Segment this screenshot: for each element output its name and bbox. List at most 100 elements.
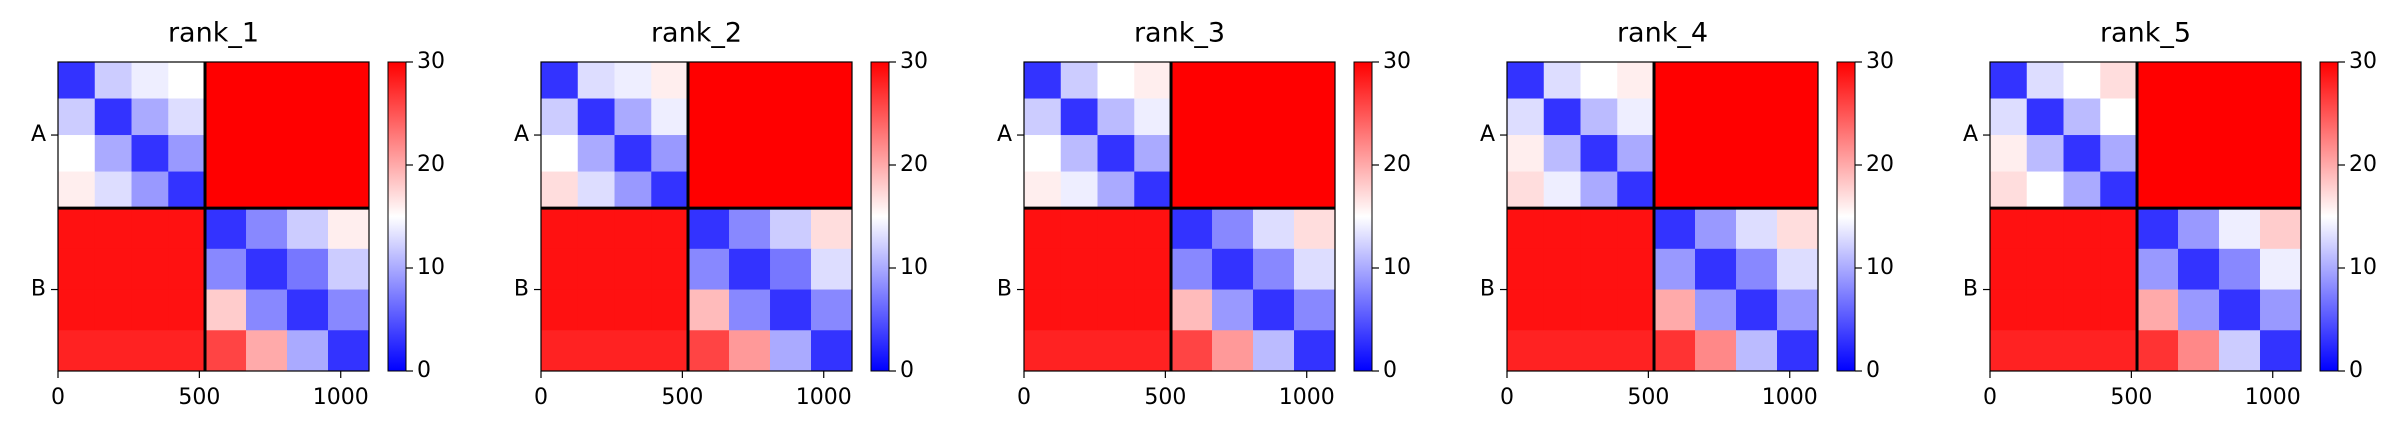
heatmap-cell [1134, 62, 1172, 100]
heatmap-cell [1990, 98, 2028, 136]
heatmap-cell [2100, 62, 2138, 100]
heatmap-cell [614, 208, 652, 250]
heatmap-cell [577, 62, 616, 100]
heatmap-cell [246, 98, 288, 136]
heatmap-cell [2219, 208, 2261, 250]
x-tick-label: 0 [1500, 385, 1514, 410]
heatmap-cell [1134, 135, 1172, 173]
heatmap-cell [1580, 289, 1618, 331]
heatmap-cell [1294, 330, 1336, 372]
colorbar-tick-label: 10 [417, 255, 445, 280]
heatmap-cell [2137, 171, 2179, 209]
heatmap-cell [1134, 171, 1172, 209]
heatmap-cell [1543, 208, 1582, 250]
heatmap-cell [168, 330, 206, 372]
heatmap-cell [1212, 248, 1254, 291]
heatmap-cell [1507, 135, 1545, 173]
heatmap-cell [131, 135, 169, 173]
colorbar-tick-label: 0 [417, 358, 431, 383]
heatmap-cell [2260, 289, 2302, 331]
heatmap-cell [1654, 171, 1696, 209]
heatmap-cell [131, 62, 169, 100]
heatmap-cell [614, 289, 652, 331]
heatmap-cell [770, 135, 812, 173]
heatmap-cell [1171, 330, 1213, 372]
heatmap-cell [1060, 135, 1099, 173]
heatmap-cell [1990, 208, 2028, 250]
heatmap-cell [770, 208, 812, 250]
heatmap-cell [58, 171, 96, 209]
heatmap-cell [1507, 208, 1545, 250]
heatmap-cell [2026, 289, 2065, 331]
heatmap-cell [541, 330, 579, 372]
heatmap-cell [729, 248, 771, 291]
heatmap-cell [2063, 171, 2101, 209]
heatmap-cell [2026, 208, 2065, 250]
heatmap-cell [287, 248, 329, 291]
heatmap-cell [1580, 98, 1618, 136]
heatmap-cell [651, 171, 689, 209]
heatmap-cell [729, 330, 771, 372]
colorbar-tick-label: 30 [2349, 49, 2377, 74]
x-tick-label: 1000 [796, 385, 852, 410]
heatmap-cell [1543, 289, 1582, 331]
heatmap-cell [1134, 98, 1172, 136]
heatmap-cell [577, 330, 616, 372]
heatmap-cell [1617, 208, 1655, 250]
heatmap-cell [58, 135, 96, 173]
heatmap-cell [1695, 98, 1737, 136]
heatmap-cell [577, 248, 616, 291]
colorbar-tick-label: 20 [1866, 152, 1894, 177]
heatmap-cell [577, 98, 616, 136]
heatmap-cell [2063, 135, 2101, 173]
heatmap-cell [1253, 248, 1295, 291]
heatmap-cell [2063, 289, 2101, 331]
heatmap-cell [1024, 248, 1062, 291]
x-tick-label: 0 [51, 385, 65, 410]
heatmap-cell [2026, 62, 2065, 100]
heatmap-cell [205, 208, 247, 250]
heatmap-cell [811, 330, 853, 372]
y-tick-label: A [1480, 122, 1495, 147]
heatmap-cell [246, 135, 288, 173]
heatmap-cell [1695, 289, 1737, 331]
heatmap-cell [2260, 248, 2302, 291]
plot-frame [1506, 61, 1819, 372]
heatmap-cell [1736, 135, 1778, 173]
heatmap-cell [1777, 289, 1819, 331]
heatmap-cell [328, 208, 370, 250]
heatmap-cell [205, 171, 247, 209]
heatmap-cell [651, 330, 689, 372]
heatmap-cell [2026, 330, 2065, 372]
heatmap-cell [1097, 330, 1135, 372]
heatmap-cell [1777, 135, 1819, 173]
heatmap-cell [2260, 171, 2302, 209]
x-tick-label: 0 [534, 385, 548, 410]
heatmap-cell [2100, 135, 2138, 173]
heatmap-cell [2178, 330, 2220, 372]
heatmap-cell [1060, 248, 1099, 291]
heatmap-cell [2260, 330, 2302, 372]
heatmap-cell [131, 248, 169, 291]
heatmap-cell [1171, 208, 1213, 250]
heatmap-cell [651, 98, 689, 136]
heatmap-cell [2178, 171, 2220, 209]
heatmap-cell [58, 62, 96, 100]
heatmap-cell [328, 135, 370, 173]
heatmap-cell [1695, 62, 1737, 100]
heatmap-cell [2063, 98, 2101, 136]
heatmap-cell [811, 248, 853, 291]
heatmap-cell [1253, 98, 1295, 136]
heatmap-cell [811, 171, 853, 209]
heatmap-cell [2137, 62, 2179, 100]
heatmap-cell [1060, 208, 1099, 250]
x-tick-label: 500 [2110, 385, 2152, 410]
heatmap-cell [94, 289, 133, 331]
heatmap-cell [1171, 135, 1213, 173]
x-tick-label: 1000 [1279, 385, 1335, 410]
heatmap-cell [1212, 289, 1254, 331]
heatmap-cell [1736, 208, 1778, 250]
heatmap-cell [1253, 330, 1295, 372]
heatmap-cell [1654, 248, 1696, 291]
heatmap-cell [1294, 208, 1336, 250]
